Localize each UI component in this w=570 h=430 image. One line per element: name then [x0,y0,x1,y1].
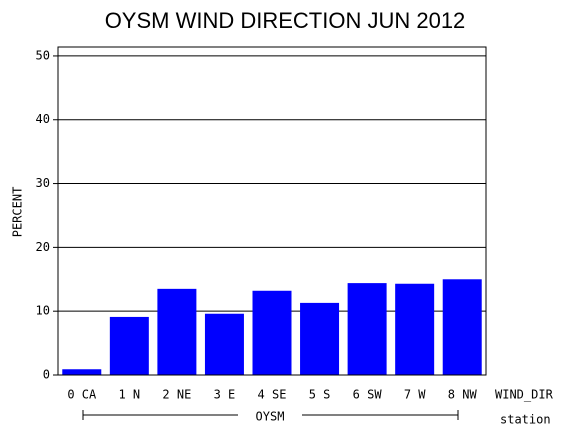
x-tick-label: 3 E [214,388,236,402]
x-tick-label: 5 S [309,388,331,402]
bar [204,313,244,375]
x-tick-label: 2 NE [162,388,191,402]
group-label-bg [238,409,302,423]
y-tick-label: 30 [36,176,50,190]
bar [395,283,435,375]
x-tick-label: 6 SW [353,388,383,402]
y-axis-label: PERCENT [11,187,25,238]
plot-frame [57,46,487,376]
y-tick-label: 40 [36,112,50,126]
y-tick-label: 20 [36,240,50,254]
bar [442,279,482,375]
chart-title: OYSM WIND DIRECTION JUN 2012 [105,8,466,33]
bar [62,369,102,375]
bar [347,283,387,375]
bar [300,302,340,375]
x-tick-label: 0 CA [67,388,97,402]
group-axis-label: station [500,413,551,427]
x-tick-label: 4 SE [258,388,287,402]
x-tick-label: 1 N [118,388,140,402]
y-tick-label: 10 [36,304,50,318]
y-tick-label: 50 [36,48,50,62]
y-tick-label: 0 [43,368,50,382]
group-label: OYSM [256,410,285,424]
bar [252,290,292,375]
x-tick-label: 8 NW [448,388,478,402]
bar [157,288,197,375]
x-axis-label: WIND_DIR [495,388,554,402]
bar [109,316,149,375]
x-tick-label: 7 W [404,388,426,402]
